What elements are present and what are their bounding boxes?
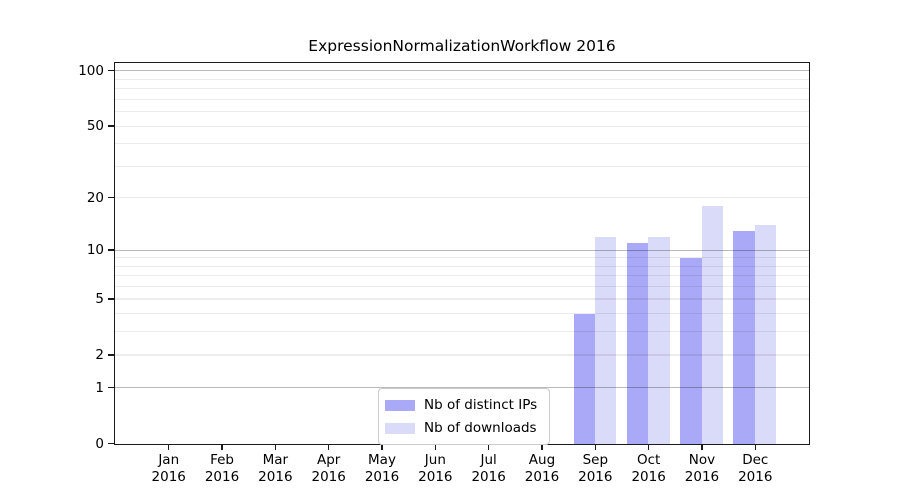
x-tick-label: Dec 2016	[738, 452, 773, 485]
y-tick-mark	[108, 298, 114, 300]
bar-downloads-oct	[648, 236, 670, 444]
x-tick-mark	[381, 445, 383, 450]
legend-swatch-distinct-ips	[385, 399, 415, 411]
bar-ips-nov	[680, 258, 702, 444]
x-tick-mark	[594, 445, 596, 450]
bar-downloads-dec	[754, 225, 777, 444]
y-tick-mark	[108, 70, 114, 72]
minor-gridline	[115, 143, 809, 145]
y-tick-label: 100	[78, 62, 104, 79]
legend-label-downloads: Nb of downloads	[424, 420, 537, 436]
legend-label-distinct-ips: Nb of distinct IPs	[424, 397, 538, 413]
minor-gridline	[115, 354, 809, 356]
x-tick-mark	[754, 445, 756, 450]
x-tick-label: Sep 2016	[578, 452, 613, 485]
x-tick-mark	[221, 445, 223, 450]
x-tick-mark	[434, 445, 437, 450]
x-tick-label: Feb 2016	[204, 452, 240, 485]
legend: Nb of distinct IPs Nb of downloads	[378, 388, 551, 445]
chart-title: ExpressionNormalizationWorkflow 2016	[308, 37, 616, 55]
minor-gridline	[115, 78, 809, 80]
x-tick-label: Apr 2016	[311, 452, 346, 485]
minor-gridline	[115, 165, 809, 167]
minor-gridline	[115, 275, 809, 277]
x-tick-label: Jan 2016	[151, 452, 186, 485]
y-tick-label: 2	[95, 346, 104, 363]
x-tick-label: Jun 2016	[418, 452, 453, 485]
x-tick-mark	[487, 445, 490, 450]
minor-gridline	[115, 98, 809, 100]
major-gridline	[115, 249, 809, 251]
x-tick-mark	[541, 445, 543, 450]
minor-gridline	[115, 111, 809, 113]
y-tick-label: 20	[86, 189, 104, 206]
legend-item-downloads: Nb of downloads	[385, 420, 537, 436]
minor-gridline	[115, 125, 809, 127]
y-tick-mark	[108, 354, 114, 356]
minor-gridline	[115, 265, 809, 267]
major-gridline	[115, 387, 809, 389]
plot-area	[114, 62, 810, 445]
bar-downloads-sep	[594, 236, 617, 444]
x-tick-label: May 2016	[364, 452, 400, 485]
x-tick-mark	[701, 445, 703, 450]
minor-gridline	[115, 88, 809, 90]
x-tick-label: Nov 2016	[684, 452, 720, 485]
bar-ips-sep	[573, 314, 595, 444]
minor-gridline	[115, 298, 809, 300]
y-tick-mark	[108, 196, 114, 199]
bar-ips-dec	[733, 230, 755, 444]
bar-ips-oct	[626, 243, 649, 444]
y-tick-label: 50	[86, 117, 104, 134]
y-tick-mark	[108, 442, 114, 445]
bar-downloads-nov	[701, 206, 723, 444]
legend-swatch-downloads	[385, 422, 415, 434]
x-tick-label: Aug 2016	[524, 452, 560, 485]
x-tick-mark	[168, 445, 170, 450]
y-tick-label: 5	[95, 290, 104, 307]
minor-gridline	[115, 331, 809, 333]
minor-gridline	[115, 257, 809, 259]
major-gridline	[115, 70, 809, 72]
x-tick-label: Jul 2016	[471, 452, 506, 485]
x-tick-mark	[274, 445, 277, 450]
y-tick-label: 0	[95, 435, 104, 452]
x-tick-mark	[647, 445, 650, 450]
x-tick-label: Mar 2016	[258, 452, 293, 485]
x-tick-label: Oct 2016	[631, 452, 666, 485]
y-tick-mark	[108, 125, 114, 127]
x-tick-mark	[327, 445, 330, 450]
y-tick-mark	[108, 249, 114, 251]
y-tick-label: 10	[86, 241, 104, 258]
legend-item-distinct-ips: Nb of distinct IPs	[385, 397, 537, 413]
minor-gridline	[115, 286, 809, 288]
y-tick-mark	[108, 386, 114, 389]
y-tick-label: 1	[95, 379, 104, 396]
minor-gridline	[115, 197, 809, 199]
minor-gridline	[115, 313, 809, 315]
